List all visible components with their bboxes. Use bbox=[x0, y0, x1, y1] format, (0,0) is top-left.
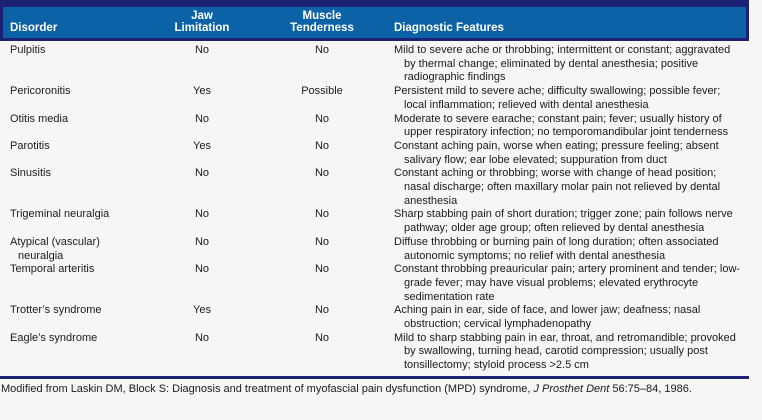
cell-jaw-limitation: No bbox=[194, 263, 210, 276]
table-bottom-rule bbox=[0, 375, 749, 379]
cell-disorder: Pulpitis bbox=[10, 44, 46, 56]
table-top-rule bbox=[0, 0, 749, 7]
cell-disorder: Temporal arteritis bbox=[10, 263, 95, 276]
cell-muscle-tenderness: Possible bbox=[301, 85, 343, 98]
table-row: Parotitis Yes No Constant aching pain, wors… bbox=[0, 140, 749, 167]
cell-jaw-limitation: No bbox=[194, 112, 210, 125]
cell-diagnostic-features: Constant throbbing preauricular pain; ar… bbox=[394, 263, 741, 303]
column-header-label: Jaw Limitation bbox=[174, 10, 230, 34]
cell-jaw-limitation: Yes bbox=[193, 85, 211, 98]
table-header-row: Disorder Jaw Limitation Muscle Tendernes… bbox=[0, 7, 749, 41]
table-row: Trotter’s syndrome Yes No Aching pain in ea… bbox=[0, 304, 749, 331]
cell-jaw-limitation: No bbox=[194, 167, 210, 180]
cell-jaw-limitation: No bbox=[194, 331, 210, 344]
cell-disorder: Parotitis bbox=[10, 139, 50, 152]
table-row: Temporal arteritis No No Constant throbbing… bbox=[0, 263, 749, 304]
disorders-table: Disorder Jaw Limitation Muscle Tendernes… bbox=[0, 0, 762, 396]
column-header-muscle-tenderness: Muscle Tenderness bbox=[256, 10, 388, 34]
cell-disorder: Eagle’s syndrome bbox=[10, 331, 98, 344]
cell-muscle-tenderness: No bbox=[314, 304, 330, 317]
table-row: Pulpitis No No Mild to severe ache or throb… bbox=[0, 44, 749, 85]
cell-muscle-tenderness: No bbox=[314, 208, 330, 221]
cell-diagnostic-features: Mild to severe ache or throbbing; interm… bbox=[394, 44, 731, 84]
cell-diagnostic-features: Diffuse throbbing or burning pain of lon… bbox=[394, 235, 719, 262]
table-row: Trigeminal neuralgia No No Sharp stabbing p… bbox=[0, 208, 749, 235]
cell-jaw-limitation: Yes bbox=[193, 304, 211, 317]
cell-muscle-tenderness: No bbox=[314, 263, 330, 276]
column-header-label: Disorder bbox=[10, 22, 58, 34]
cell-muscle-tenderness: No bbox=[314, 139, 330, 152]
column-header-diagnostic-features: Diagnostic Features bbox=[388, 22, 746, 34]
footnote-journal-name: J Prosthet Dent bbox=[533, 382, 610, 395]
table-row: Sinusitis No No Constant aching or throbbin… bbox=[0, 167, 749, 208]
column-header-jaw-limitation: Jaw Limitation bbox=[148, 10, 256, 34]
column-header-disorder: Disorder bbox=[3, 22, 148, 34]
cell-jaw-limitation: Yes bbox=[193, 139, 211, 152]
footnote-citation: 56:75–84, 1986. bbox=[609, 382, 692, 395]
footnote-text: Modified from Laskin DM, Block S: Diagno… bbox=[1, 382, 534, 395]
cell-diagnostic-features: Persistent mild to severe ache; difficul… bbox=[394, 85, 721, 111]
table-row: Atypical (vascular) neuralgia No No Diffuse… bbox=[0, 236, 749, 263]
cell-disorder: Sinusitis bbox=[10, 167, 51, 180]
cell-muscle-tenderness: No bbox=[314, 112, 330, 125]
cell-muscle-tenderness: No bbox=[314, 167, 330, 180]
cell-diagnostic-features: Mild to sharp stabbing pain in ear, thro… bbox=[394, 331, 736, 372]
column-header-label: Diagnostic Features bbox=[394, 22, 504, 34]
cell-jaw-limitation: No bbox=[194, 44, 210, 56]
table-row: Eagle’s syndrome No No Mild to sharp stabbi… bbox=[0, 332, 749, 373]
cell-disorder: Otitis media bbox=[10, 112, 69, 125]
table-row: Pericoronitis Yes Possible Persistent mild … bbox=[0, 85, 749, 112]
cell-disorder: Atypical (vascular) neuralgia bbox=[10, 235, 100, 262]
cell-muscle-tenderness: No bbox=[314, 44, 330, 56]
cell-diagnostic-features: Moderate to severe earache; constant pai… bbox=[394, 112, 729, 139]
cell-diagnostic-features: Sharp stabbing pain of short duration; t… bbox=[394, 208, 733, 235]
cell-diagnostic-features: Constant aching pain, worse when eating;… bbox=[394, 139, 719, 166]
cell-jaw-limitation: No bbox=[194, 235, 210, 248]
cell-disorder: Pericoronitis bbox=[10, 85, 71, 98]
table-body: Pulpitis No No Mild to severe ache or throb… bbox=[0, 41, 749, 373]
cell-diagnostic-features: Aching pain in ear, side of face, and lo… bbox=[394, 304, 701, 331]
table-row: Otitis media No No Moderate to severe earac… bbox=[0, 113, 749, 140]
table-footnote: Modified from Laskin DM, Block S: Diagno… bbox=[0, 379, 762, 396]
cell-diagnostic-features: Constant aching or throbbing; worse with… bbox=[394, 167, 721, 207]
cell-jaw-limitation: No bbox=[194, 208, 210, 221]
cell-muscle-tenderness: No bbox=[314, 331, 330, 344]
cell-muscle-tenderness: No bbox=[314, 235, 330, 248]
cell-disorder: Trigeminal neuralgia bbox=[10, 208, 110, 221]
cell-disorder: Trotter’s syndrome bbox=[10, 304, 102, 317]
column-header-label: Muscle Tenderness bbox=[290, 10, 354, 34]
